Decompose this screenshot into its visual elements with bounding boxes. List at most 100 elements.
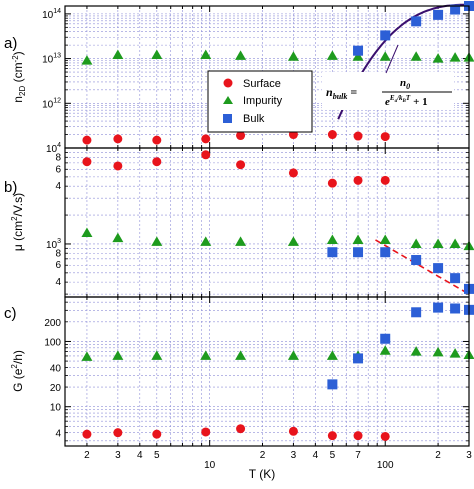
point-surface <box>288 168 298 178</box>
y-tick-label: 10 <box>50 403 62 414</box>
point-impurity <box>287 51 299 61</box>
y-minor-tick-label: 8 <box>55 248 61 259</box>
point-impurity <box>81 227 93 238</box>
point-impurity <box>151 350 163 360</box>
point-impurity <box>235 236 247 246</box>
point-impurity <box>112 232 124 243</box>
point-impurity <box>410 238 422 248</box>
point-surface <box>327 178 337 188</box>
point-impurity <box>326 50 338 60</box>
y-tick-label: 104 <box>46 142 61 155</box>
point-surface <box>113 134 123 144</box>
x-minor-tick-label: 5 <box>330 450 336 461</box>
point-impurity <box>352 51 364 61</box>
point-surface <box>82 429 92 439</box>
point-surface <box>353 431 363 441</box>
legend-label-bulk: Bulk <box>243 113 265 125</box>
eq-den-exp-sub: a <box>395 99 398 104</box>
point-bulk <box>353 353 364 364</box>
legend-marker-surface <box>223 78 233 88</box>
y-tick-label: 20 <box>50 383 62 394</box>
point-surface <box>353 131 363 141</box>
point-impurity <box>379 51 391 61</box>
x-minor-tick-label: 4 <box>137 450 143 461</box>
point-impurity <box>112 350 124 360</box>
eq-den-base: e <box>385 96 390 108</box>
y-tick-label: 40 <box>50 363 62 374</box>
point-impurity <box>81 351 93 361</box>
x-minor-tick-label: 4 <box>313 450 319 461</box>
point-impurity <box>432 53 444 63</box>
x-minor-tick-label: 3 <box>115 450 121 461</box>
eq-lhs-sub: bulk <box>333 92 348 101</box>
panel-label: c) <box>4 305 17 322</box>
point-surface <box>380 132 390 142</box>
point-impurity <box>235 50 247 60</box>
point-surface <box>236 131 246 141</box>
point-surface <box>152 429 162 439</box>
point-impurity <box>235 350 247 360</box>
point-bulk <box>327 379 338 390</box>
plot-frame <box>64 147 470 298</box>
x-axis: 2 3 4 5 2 3 4 5 7 2 310 100 <box>84 450 472 471</box>
point-surface <box>236 160 246 170</box>
eq-den-plus: + 1 <box>413 96 428 108</box>
point-impurity <box>326 234 338 244</box>
eq-den-exp-sub2: B <box>402 99 407 104</box>
point-impurity <box>326 350 338 360</box>
x-major-tick-label: 10 <box>204 460 216 471</box>
panel-label: a) <box>4 35 17 52</box>
point-impurity <box>379 345 391 355</box>
point-bulk <box>450 273 461 284</box>
point-impurity <box>432 346 444 357</box>
point-surface <box>152 135 162 145</box>
point-surface <box>288 426 298 436</box>
point-impurity <box>200 236 212 246</box>
y-tick-label: 1012 <box>42 97 61 110</box>
point-surface <box>380 431 390 441</box>
point-surface <box>327 431 337 441</box>
y-tick-label: 1014 <box>42 8 61 21</box>
svg-text:eEa/kBT+ 1: eEa/kBT + 1 <box>385 94 428 108</box>
eq-equals: = <box>350 85 357 99</box>
equation-background <box>322 72 454 110</box>
eq-den-exp: E <box>389 94 395 102</box>
y-minor-tick-label: 6 <box>55 260 61 271</box>
svg-text:nbulk=: nbulk = <box>326 85 357 101</box>
y-tick-label: 200 <box>44 318 61 329</box>
panel-3: 4 10 20 40 100 200 c) <box>4 296 474 447</box>
fit-equation: nbulk = n0 eEa/kBT + 1 <box>322 44 454 110</box>
legend-label-surface: Surface <box>243 78 281 90</box>
point-impurity <box>352 234 364 244</box>
point-bulk <box>327 247 338 258</box>
eq-den-exp-T: T <box>406 94 411 102</box>
y-axis-label: G (e2/h) <box>10 350 25 392</box>
point-impurity <box>151 49 163 60</box>
legend-label-impurity: Impurity <box>243 95 283 107</box>
point-surface <box>113 428 123 438</box>
x-minor-tick-label: 5 <box>154 450 160 461</box>
point-impurity <box>112 49 124 60</box>
point-surface <box>152 157 162 167</box>
point-impurity <box>81 55 93 65</box>
x-minor-tick-label: 2 <box>84 450 90 461</box>
point-surface <box>380 175 390 185</box>
point-impurity <box>449 52 461 62</box>
point-impurity <box>200 350 212 360</box>
point-impurity <box>379 234 391 244</box>
point-bulk <box>411 16 422 27</box>
x-minor-tick-label: 2 <box>260 450 266 461</box>
point-impurity <box>449 238 461 248</box>
point-surface <box>236 424 246 434</box>
y-tick-label: 4 <box>55 429 61 440</box>
y-minor-tick-label: 8 <box>55 152 61 163</box>
point-impurity <box>151 236 163 246</box>
y-minor-tick-label: 4 <box>55 181 61 192</box>
point-impurity <box>410 346 422 356</box>
fit-dashed-line <box>375 239 470 295</box>
point-bulk <box>450 303 461 314</box>
point-impurity <box>200 49 212 60</box>
point-surface <box>82 135 92 145</box>
